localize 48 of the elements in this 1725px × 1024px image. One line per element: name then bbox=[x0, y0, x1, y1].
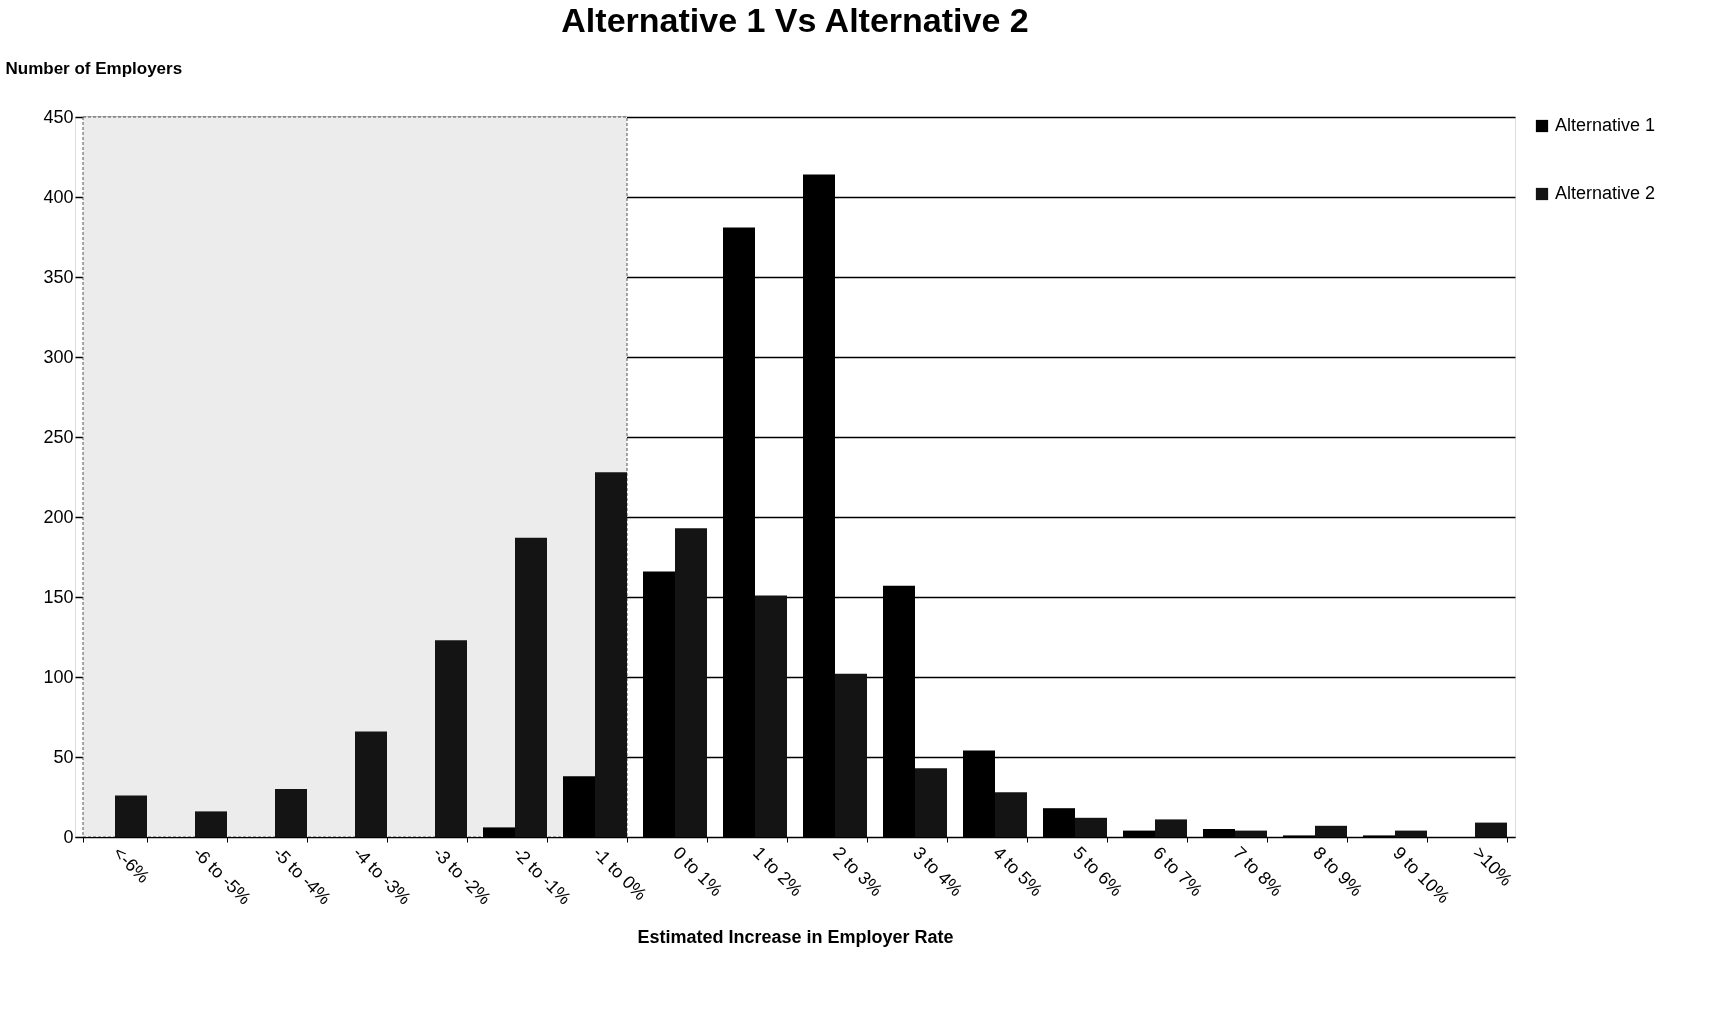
y-tick-label: 250 bbox=[43, 426, 74, 447]
bar bbox=[1315, 825, 1347, 837]
y-tick-label: 300 bbox=[43, 346, 74, 367]
y-tick-label: 50 bbox=[53, 746, 74, 767]
x-tick-label: -5 to -4% bbox=[269, 842, 335, 909]
bar bbox=[595, 472, 627, 837]
x-tick-label: 2 to 3% bbox=[829, 842, 887, 901]
bar bbox=[1075, 817, 1107, 837]
y-axis-title: Number of Employers bbox=[5, 58, 183, 78]
x-tick-label: -4 to -3% bbox=[349, 842, 415, 909]
x-tick-label: 4 to 5% bbox=[989, 842, 1047, 901]
bar bbox=[995, 792, 1027, 837]
legend-label: Alternative 1 bbox=[1555, 115, 1656, 135]
bar bbox=[1395, 830, 1427, 837]
x-tick-label: 7 to 8% bbox=[1229, 842, 1287, 901]
bar bbox=[755, 595, 787, 837]
bar bbox=[915, 768, 947, 837]
bar bbox=[275, 789, 307, 837]
bar bbox=[835, 673, 867, 837]
y-tick-label: 200 bbox=[43, 506, 74, 527]
y-tick-label: 0 bbox=[63, 826, 74, 847]
bar bbox=[515, 537, 547, 837]
chart-title: Alternative 1 Vs Alternative 2 bbox=[561, 1, 1029, 39]
x-tick-label: 8 to 9% bbox=[1309, 842, 1367, 901]
y-tick-label: 100 bbox=[43, 666, 74, 687]
bar bbox=[115, 795, 147, 837]
legend-label: Alternative 2 bbox=[1555, 183, 1656, 203]
bar bbox=[675, 528, 707, 837]
x-tick-label: 0 to 1% bbox=[669, 842, 727, 901]
bar bbox=[195, 811, 227, 837]
bar bbox=[1155, 819, 1187, 837]
x-tick-label: 6 to 7% bbox=[1149, 842, 1207, 901]
x-tick-label: -1 to 0% bbox=[589, 842, 651, 905]
y-tick-label: 150 bbox=[43, 586, 74, 607]
x-tick-label: -6 to -5% bbox=[189, 842, 255, 909]
y-tick-label: 350 bbox=[43, 266, 74, 287]
bar bbox=[435, 640, 467, 837]
x-tick-label: -2 to -1% bbox=[509, 842, 575, 909]
x-tick-label: -3 to -2% bbox=[429, 842, 495, 909]
y-tick-label: 400 bbox=[43, 186, 74, 207]
bar bbox=[355, 731, 387, 837]
x-tick-label: 1 to 2% bbox=[749, 842, 807, 901]
x-axis-title: Estimated Increase in Employer Rate bbox=[637, 926, 954, 947]
bar bbox=[1475, 822, 1507, 837]
x-tick-label: 3 to 4% bbox=[909, 842, 967, 901]
bar bbox=[1235, 830, 1267, 837]
y-tick-label: 450 bbox=[43, 106, 74, 127]
x-tick-label: 5 to 6% bbox=[1069, 842, 1127, 901]
